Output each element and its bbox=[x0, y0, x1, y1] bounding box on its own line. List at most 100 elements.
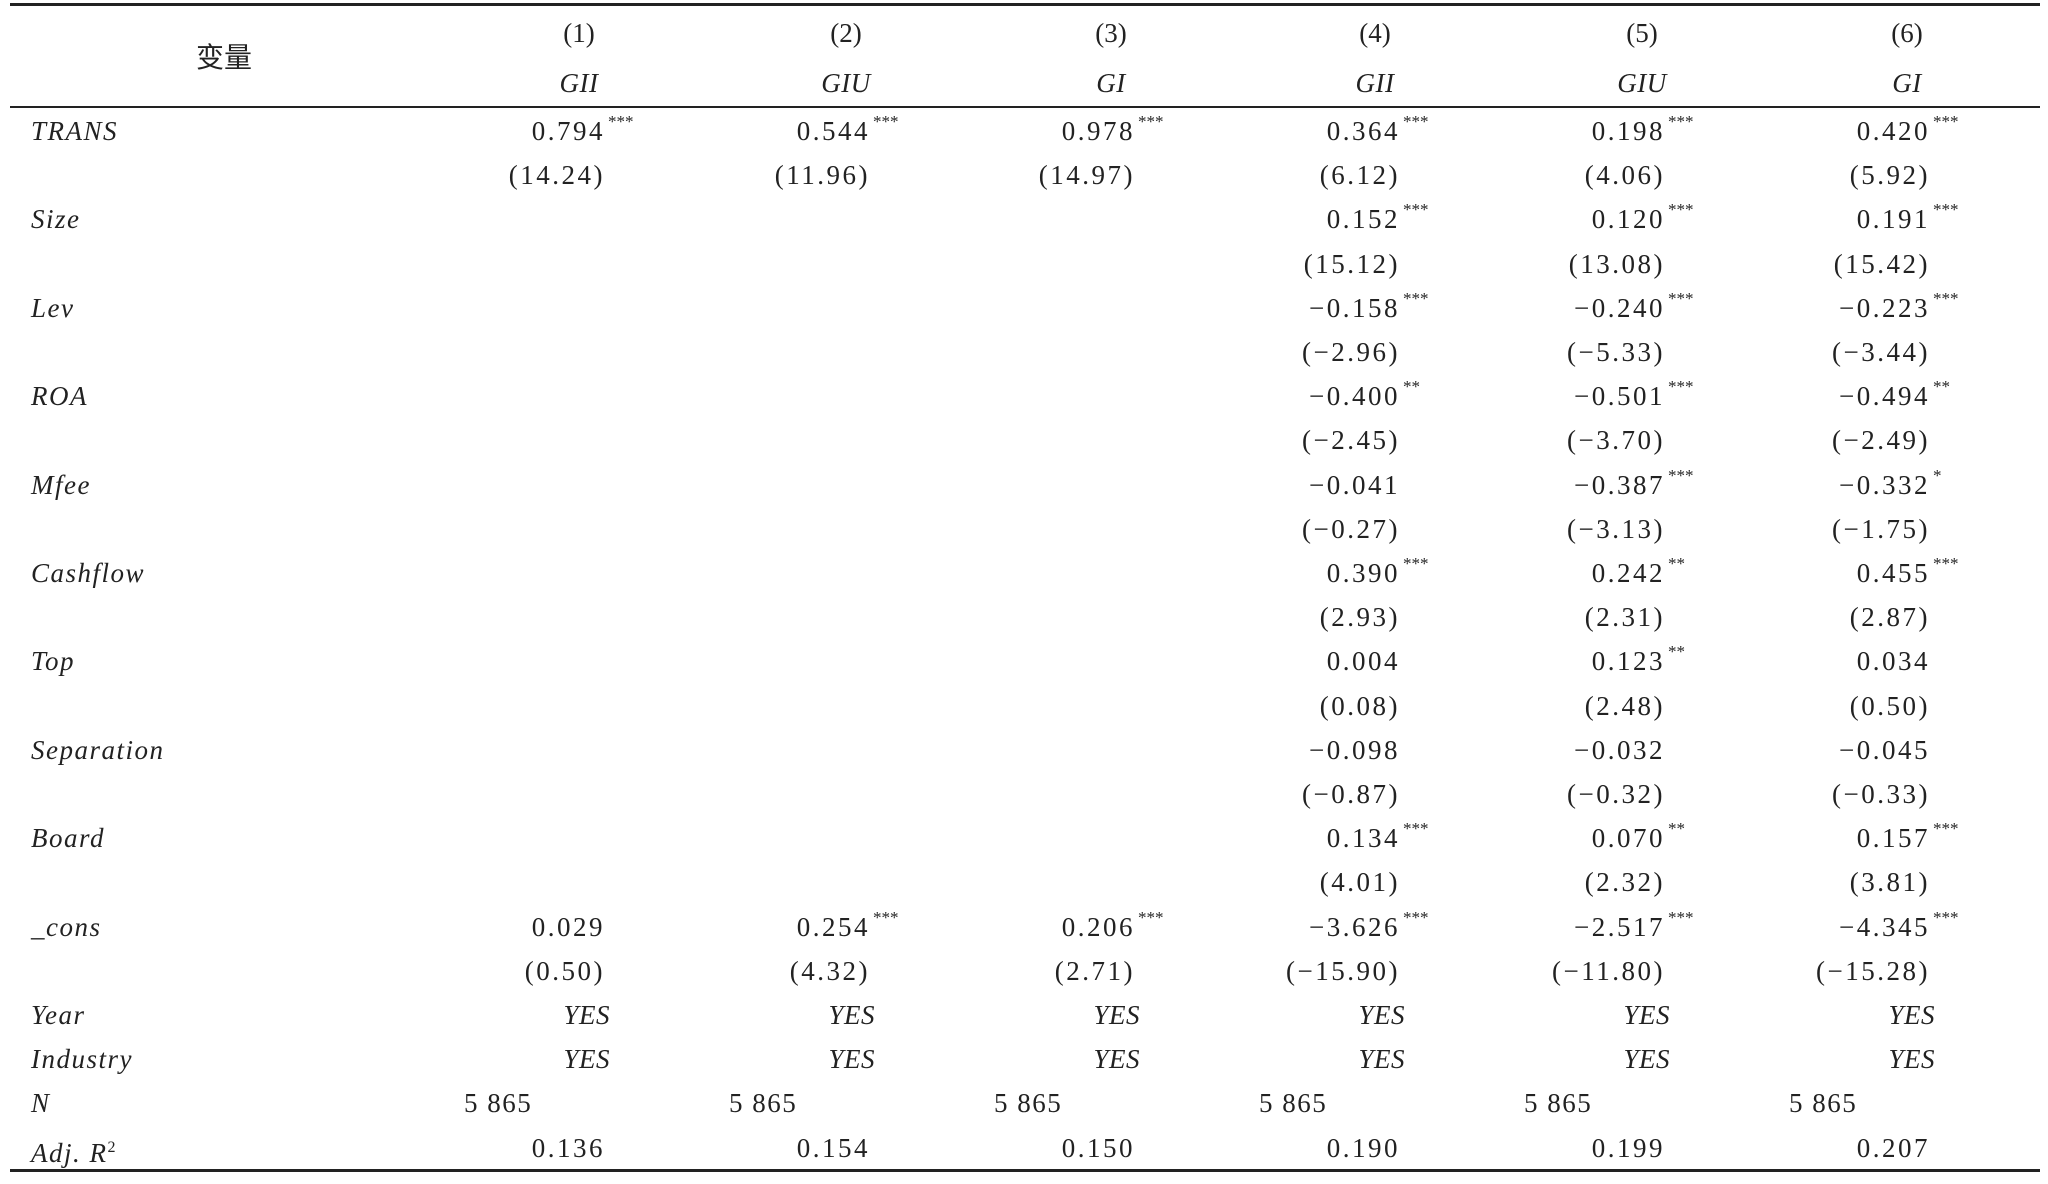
t-statistic: (14.24) bbox=[0, 160, 605, 190]
industry-fixed-effect: YES bbox=[563, 1044, 610, 1074]
column-dependent-variable: GIU bbox=[1617, 68, 1667, 98]
adj-r2-value: 0.136 bbox=[531, 1133, 605, 1163]
coefficient: 0.206 *** bbox=[0, 908, 1164, 942]
significance-stars: *** bbox=[1668, 112, 1694, 131]
t-statistic: (0.50) bbox=[0, 956, 605, 986]
coefficient: −0.158 *** bbox=[0, 289, 1428, 323]
adj-r2-value: 0.207 bbox=[1856, 1133, 1930, 1163]
industry-fixed-effect: YES bbox=[1623, 1044, 1670, 1074]
t-statistic-value: (0.50) bbox=[1849, 691, 1930, 721]
t-statistic: (−1.75) bbox=[0, 514, 1930, 544]
coefficient: 0.070 ** bbox=[0, 819, 1685, 853]
coefficient-value: 0.134 bbox=[1326, 823, 1400, 853]
t-statistic-value: (−3.13) bbox=[1567, 514, 1665, 544]
coefficient: −0.240 *** bbox=[0, 289, 1693, 323]
observations: 5 865 bbox=[994, 1088, 1063, 1118]
coefficient: −0.045 bbox=[0, 735, 1930, 765]
coefficient: −0.041 bbox=[0, 470, 1400, 500]
t-statistic: (−0.87) bbox=[0, 779, 1400, 809]
significance-stars: *** bbox=[873, 908, 899, 927]
significance-stars: ** bbox=[1668, 642, 1685, 661]
t-statistic-value: (0.50) bbox=[524, 956, 605, 986]
coefficient: −0.332 * bbox=[0, 466, 1941, 500]
adj-r2-value: 0.150 bbox=[1061, 1133, 1135, 1163]
t-statistic-value: (5.92) bbox=[1849, 160, 1930, 190]
t-statistic-value: (2.32) bbox=[1584, 867, 1665, 897]
t-statistic: (15.42) bbox=[0, 249, 1930, 279]
header-rule bbox=[10, 106, 2040, 108]
coefficient-value: −0.494 bbox=[1839, 381, 1930, 411]
t-statistic-value: (−3.44) bbox=[1832, 337, 1930, 367]
t-statistic-value: (2.48) bbox=[1584, 691, 1665, 721]
t-statistic-value: (−2.96) bbox=[1302, 337, 1400, 367]
t-statistic-value: (−11.80) bbox=[1552, 956, 1665, 986]
significance-stars: *** bbox=[1403, 908, 1429, 927]
t-statistic-value: (3.81) bbox=[1849, 867, 1930, 897]
coefficient-value: 0.070 bbox=[1591, 823, 1665, 853]
industry-fixed-effect: YES bbox=[828, 1044, 875, 1074]
coefficient-value: 0.004 bbox=[1326, 646, 1400, 676]
variable-label: TRANS bbox=[31, 116, 119, 146]
coefficient-value: −0.045 bbox=[1839, 735, 1930, 765]
coefficient-value: −0.223 bbox=[1839, 293, 1930, 323]
significance-stars: *** bbox=[1403, 289, 1429, 308]
coefficient-value: −0.240 bbox=[1574, 293, 1665, 323]
coefficient-value: −0.041 bbox=[1309, 470, 1400, 500]
industry-fixed-effect: YES bbox=[1888, 1044, 1935, 1074]
variable-label: Cashflow bbox=[31, 558, 146, 588]
industry-label: Industry bbox=[31, 1044, 133, 1074]
column-number: (1) bbox=[563, 18, 595, 48]
t-statistic: (−2.49) bbox=[0, 425, 1930, 455]
column-number: (2) bbox=[830, 18, 862, 48]
t-statistic-value: (6.12) bbox=[1319, 160, 1400, 190]
t-statistic: (2.31) bbox=[0, 602, 1665, 632]
significance-stars: *** bbox=[1403, 200, 1429, 219]
t-statistic: (−5.33) bbox=[0, 337, 1665, 367]
adj-r2-superscript: 2 bbox=[107, 1139, 117, 1156]
variable-label: Board bbox=[31, 823, 105, 853]
t-statistic: (−3.70) bbox=[0, 425, 1665, 455]
top-rule bbox=[10, 3, 2040, 6]
t-statistic-value: (11.96) bbox=[774, 160, 870, 190]
significance-stars: *** bbox=[1933, 112, 1959, 131]
column-dependent-variable: GI bbox=[1096, 68, 1126, 98]
adj-r2-value: 0.190 bbox=[1326, 1133, 1400, 1163]
coefficient-value: 0.420 bbox=[1856, 116, 1930, 146]
significance-stars: *** bbox=[1668, 289, 1694, 308]
t-statistic-value: (−0.27) bbox=[1302, 514, 1400, 544]
t-statistic: (11.96) bbox=[0, 160, 870, 190]
t-statistic: (−15.28) bbox=[0, 956, 1930, 986]
variable-label: Lev bbox=[31, 293, 75, 323]
coefficient: −0.494 ** bbox=[0, 377, 1950, 411]
coefficient: 0.455 *** bbox=[0, 554, 1959, 588]
industry-fixed-effect: YES bbox=[1358, 1044, 1405, 1074]
coefficient: −0.032 bbox=[0, 735, 1665, 765]
coefficient-value: 0.455 bbox=[1856, 558, 1930, 588]
significance-stars: *** bbox=[1138, 908, 1164, 927]
column-dependent-variable: GII bbox=[1355, 68, 1395, 98]
t-statistic: (−11.80) bbox=[0, 956, 1665, 986]
observations: 5 865 bbox=[1259, 1088, 1328, 1118]
coefficient-value: −0.332 bbox=[1839, 470, 1930, 500]
variable-header: 变量 bbox=[196, 43, 253, 74]
t-statistic-value: (−2.45) bbox=[1302, 425, 1400, 455]
t-statistic-value: (−0.32) bbox=[1567, 779, 1665, 809]
coefficient-value: 0.206 bbox=[1061, 912, 1135, 942]
observations: 5 865 bbox=[1789, 1088, 1858, 1118]
coefficient-value: 0.157 bbox=[1856, 823, 1930, 853]
coefficient-value: −4.345 bbox=[1839, 912, 1930, 942]
t-statistic-value: (2.93) bbox=[1319, 602, 1400, 632]
significance-stars: *** bbox=[1668, 200, 1694, 219]
coefficient: −0.400 ** bbox=[0, 377, 1420, 411]
t-statistic: (0.50) bbox=[0, 691, 1930, 721]
year-fixed-effect: YES bbox=[563, 1000, 610, 1030]
t-statistic-value: (−0.87) bbox=[1302, 779, 1400, 809]
industry-fixed-effect: YES bbox=[1093, 1044, 1140, 1074]
t-statistic-value: (−2.49) bbox=[1832, 425, 1930, 455]
coefficient: 0.157 *** bbox=[0, 819, 1959, 853]
t-statistic-value: (−15.28) bbox=[1816, 956, 1930, 986]
significance-stars: *** bbox=[1668, 908, 1694, 927]
coefficient-value: −0.158 bbox=[1309, 293, 1400, 323]
t-statistic-value: (14.24) bbox=[508, 160, 605, 190]
t-statistic: (14.97) bbox=[0, 160, 1135, 190]
